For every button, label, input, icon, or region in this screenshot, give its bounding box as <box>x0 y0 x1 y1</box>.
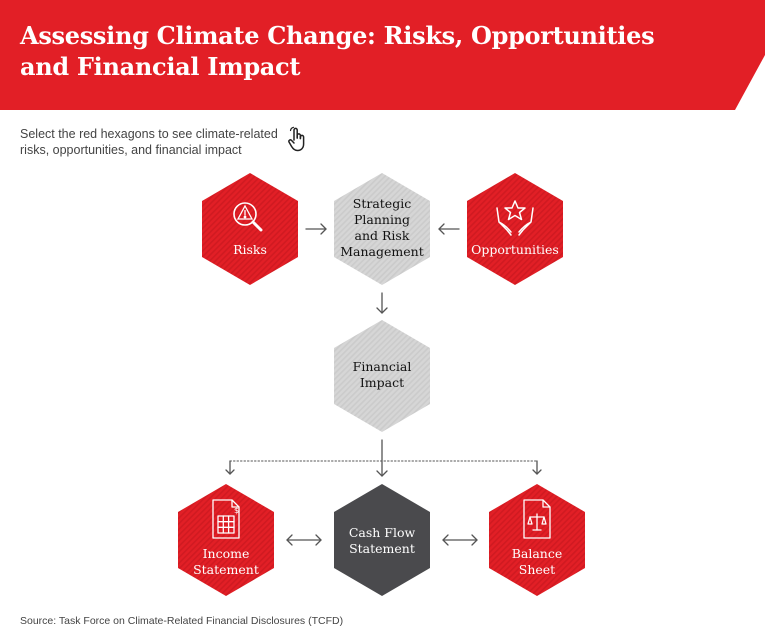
document-dollar-icon: $ <box>212 499 240 539</box>
label-financial-impact: Financial Impact <box>352 359 412 390</box>
magnifier-warning-icon <box>233 202 263 232</box>
double-arrow-income-cash-flow <box>286 534 322 546</box>
hexagon-cash-flow-statement <box>334 484 430 596</box>
title-banner <box>0 0 765 110</box>
document-scales-icon <box>523 499 551 539</box>
dotted-branch-connector <box>225 460 542 475</box>
hexagon-strategic-planning <box>334 173 430 285</box>
arrow-strategy-to-impact <box>376 292 388 314</box>
label-risks: Risks <box>233 242 267 257</box>
svg-text:$: $ <box>234 506 239 515</box>
arrow-risks-to-strategy <box>305 223 327 235</box>
hexagon-balance-sheet[interactable] <box>489 484 585 596</box>
label-opportunities: Opportunities <box>471 242 559 257</box>
label-income-statement: Income Statement <box>193 546 259 577</box>
arrow-opportunities-to-strategy <box>438 223 460 235</box>
label-cash-flow-statement: Cash Flow Statement <box>348 525 416 556</box>
label-strategic-planning: Strategic Planning and Risk Management <box>340 196 424 259</box>
double-arrow-cash-flow-balance <box>442 534 478 546</box>
hexagon-income-statement[interactable] <box>178 484 274 596</box>
instructions-text: Select the red hexagons to see climate-r… <box>20 127 278 157</box>
hexagon-risks[interactable] <box>202 173 298 285</box>
arrow-impact-to-cash-flow <box>376 439 388 477</box>
hands-star-icon <box>496 200 534 236</box>
source-citation: Source: Task Force on Climate-Related Fi… <box>20 615 344 627</box>
hexagon-opportunities[interactable] <box>467 173 563 285</box>
hexagon-financial-impact <box>334 320 430 432</box>
pointing-hand-icon <box>288 126 305 152</box>
label-balance-sheet: Balance Sheet <box>511 546 563 577</box>
page-title: Assessing Climate Change: Risks, Opportu… <box>20 21 655 81</box>
